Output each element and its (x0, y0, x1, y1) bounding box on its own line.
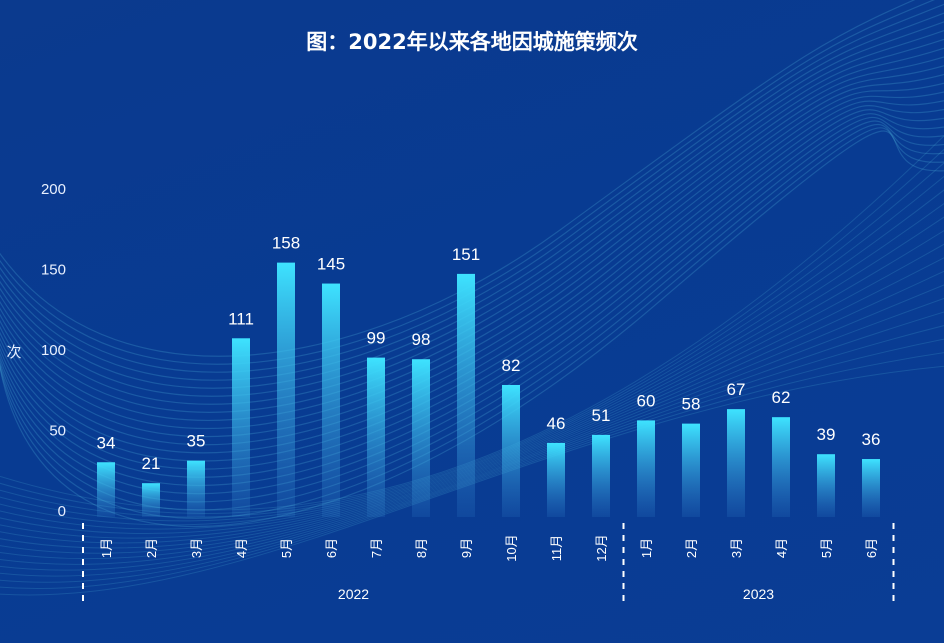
data-label: 62 (772, 388, 791, 407)
data-label: 111 (228, 309, 254, 328)
bar (322, 283, 340, 517)
x-tick-label: 5月 (819, 538, 834, 558)
data-label: 99 (367, 329, 386, 348)
data-label: 46 (547, 414, 566, 433)
bar (862, 459, 880, 517)
x-tick-label: 2月 (684, 538, 699, 558)
x-tick-label: 9月 (459, 538, 474, 558)
bar (412, 359, 430, 517)
x-tick-label: 4月 (234, 538, 249, 558)
chart-title: 图：2022年以来各地因城施策频次 (306, 30, 638, 54)
data-label: 60 (637, 391, 656, 410)
x-tick-label: 12月 (594, 534, 609, 561)
data-label: 151 (452, 245, 480, 264)
data-label: 51 (592, 406, 611, 425)
group-label: 2022 (338, 586, 369, 602)
y-tick-label: 50 (49, 423, 66, 440)
y-tick-label: 0 (58, 503, 66, 520)
bar (682, 423, 700, 517)
x-tick-label: 6月 (324, 538, 339, 558)
bar (637, 420, 655, 517)
y-axis-label: 次 (6, 344, 21, 361)
data-label: 35 (187, 432, 206, 451)
data-label: 67 (727, 380, 746, 399)
x-tick-label: 8月 (414, 538, 429, 558)
y-tick-label: 150 (41, 262, 66, 279)
bar (232, 338, 250, 517)
bar (187, 460, 205, 517)
data-label: 36 (862, 430, 881, 449)
bar (457, 273, 475, 517)
group-label: 2023 (743, 586, 774, 602)
x-tick-label: 11月 (549, 535, 564, 562)
x-tick-label: 1月 (639, 538, 654, 558)
x-tick-label: 7月 (369, 538, 384, 558)
bar (592, 434, 610, 517)
x-tick-label: 5月 (279, 538, 294, 558)
bar (772, 417, 790, 517)
bar (367, 357, 385, 517)
bar (817, 454, 835, 517)
bar (142, 483, 160, 517)
bar (97, 462, 115, 517)
bar (277, 262, 295, 517)
x-tick-label: 3月 (189, 538, 204, 558)
data-label: 158 (272, 234, 300, 253)
data-label: 58 (682, 395, 701, 414)
data-label: 21 (142, 454, 161, 473)
x-tick-label: 4月 (774, 538, 789, 558)
x-tick-label: 3月 (729, 538, 744, 558)
x-tick-label: 10月 (504, 534, 519, 561)
y-tick-label: 100 (41, 342, 66, 359)
bar (727, 409, 745, 517)
bar (547, 442, 565, 517)
bar (502, 384, 520, 517)
data-label: 98 (412, 330, 431, 349)
data-label: 39 (817, 425, 836, 444)
y-tick-label: 200 (41, 181, 66, 198)
x-tick-label: 2月 (144, 538, 159, 558)
data-label: 34 (97, 433, 116, 452)
x-tick-label: 1月 (99, 538, 114, 558)
data-label: 145 (317, 255, 345, 274)
data-label: 82 (502, 356, 521, 375)
x-tick-label: 6月 (864, 538, 879, 558)
